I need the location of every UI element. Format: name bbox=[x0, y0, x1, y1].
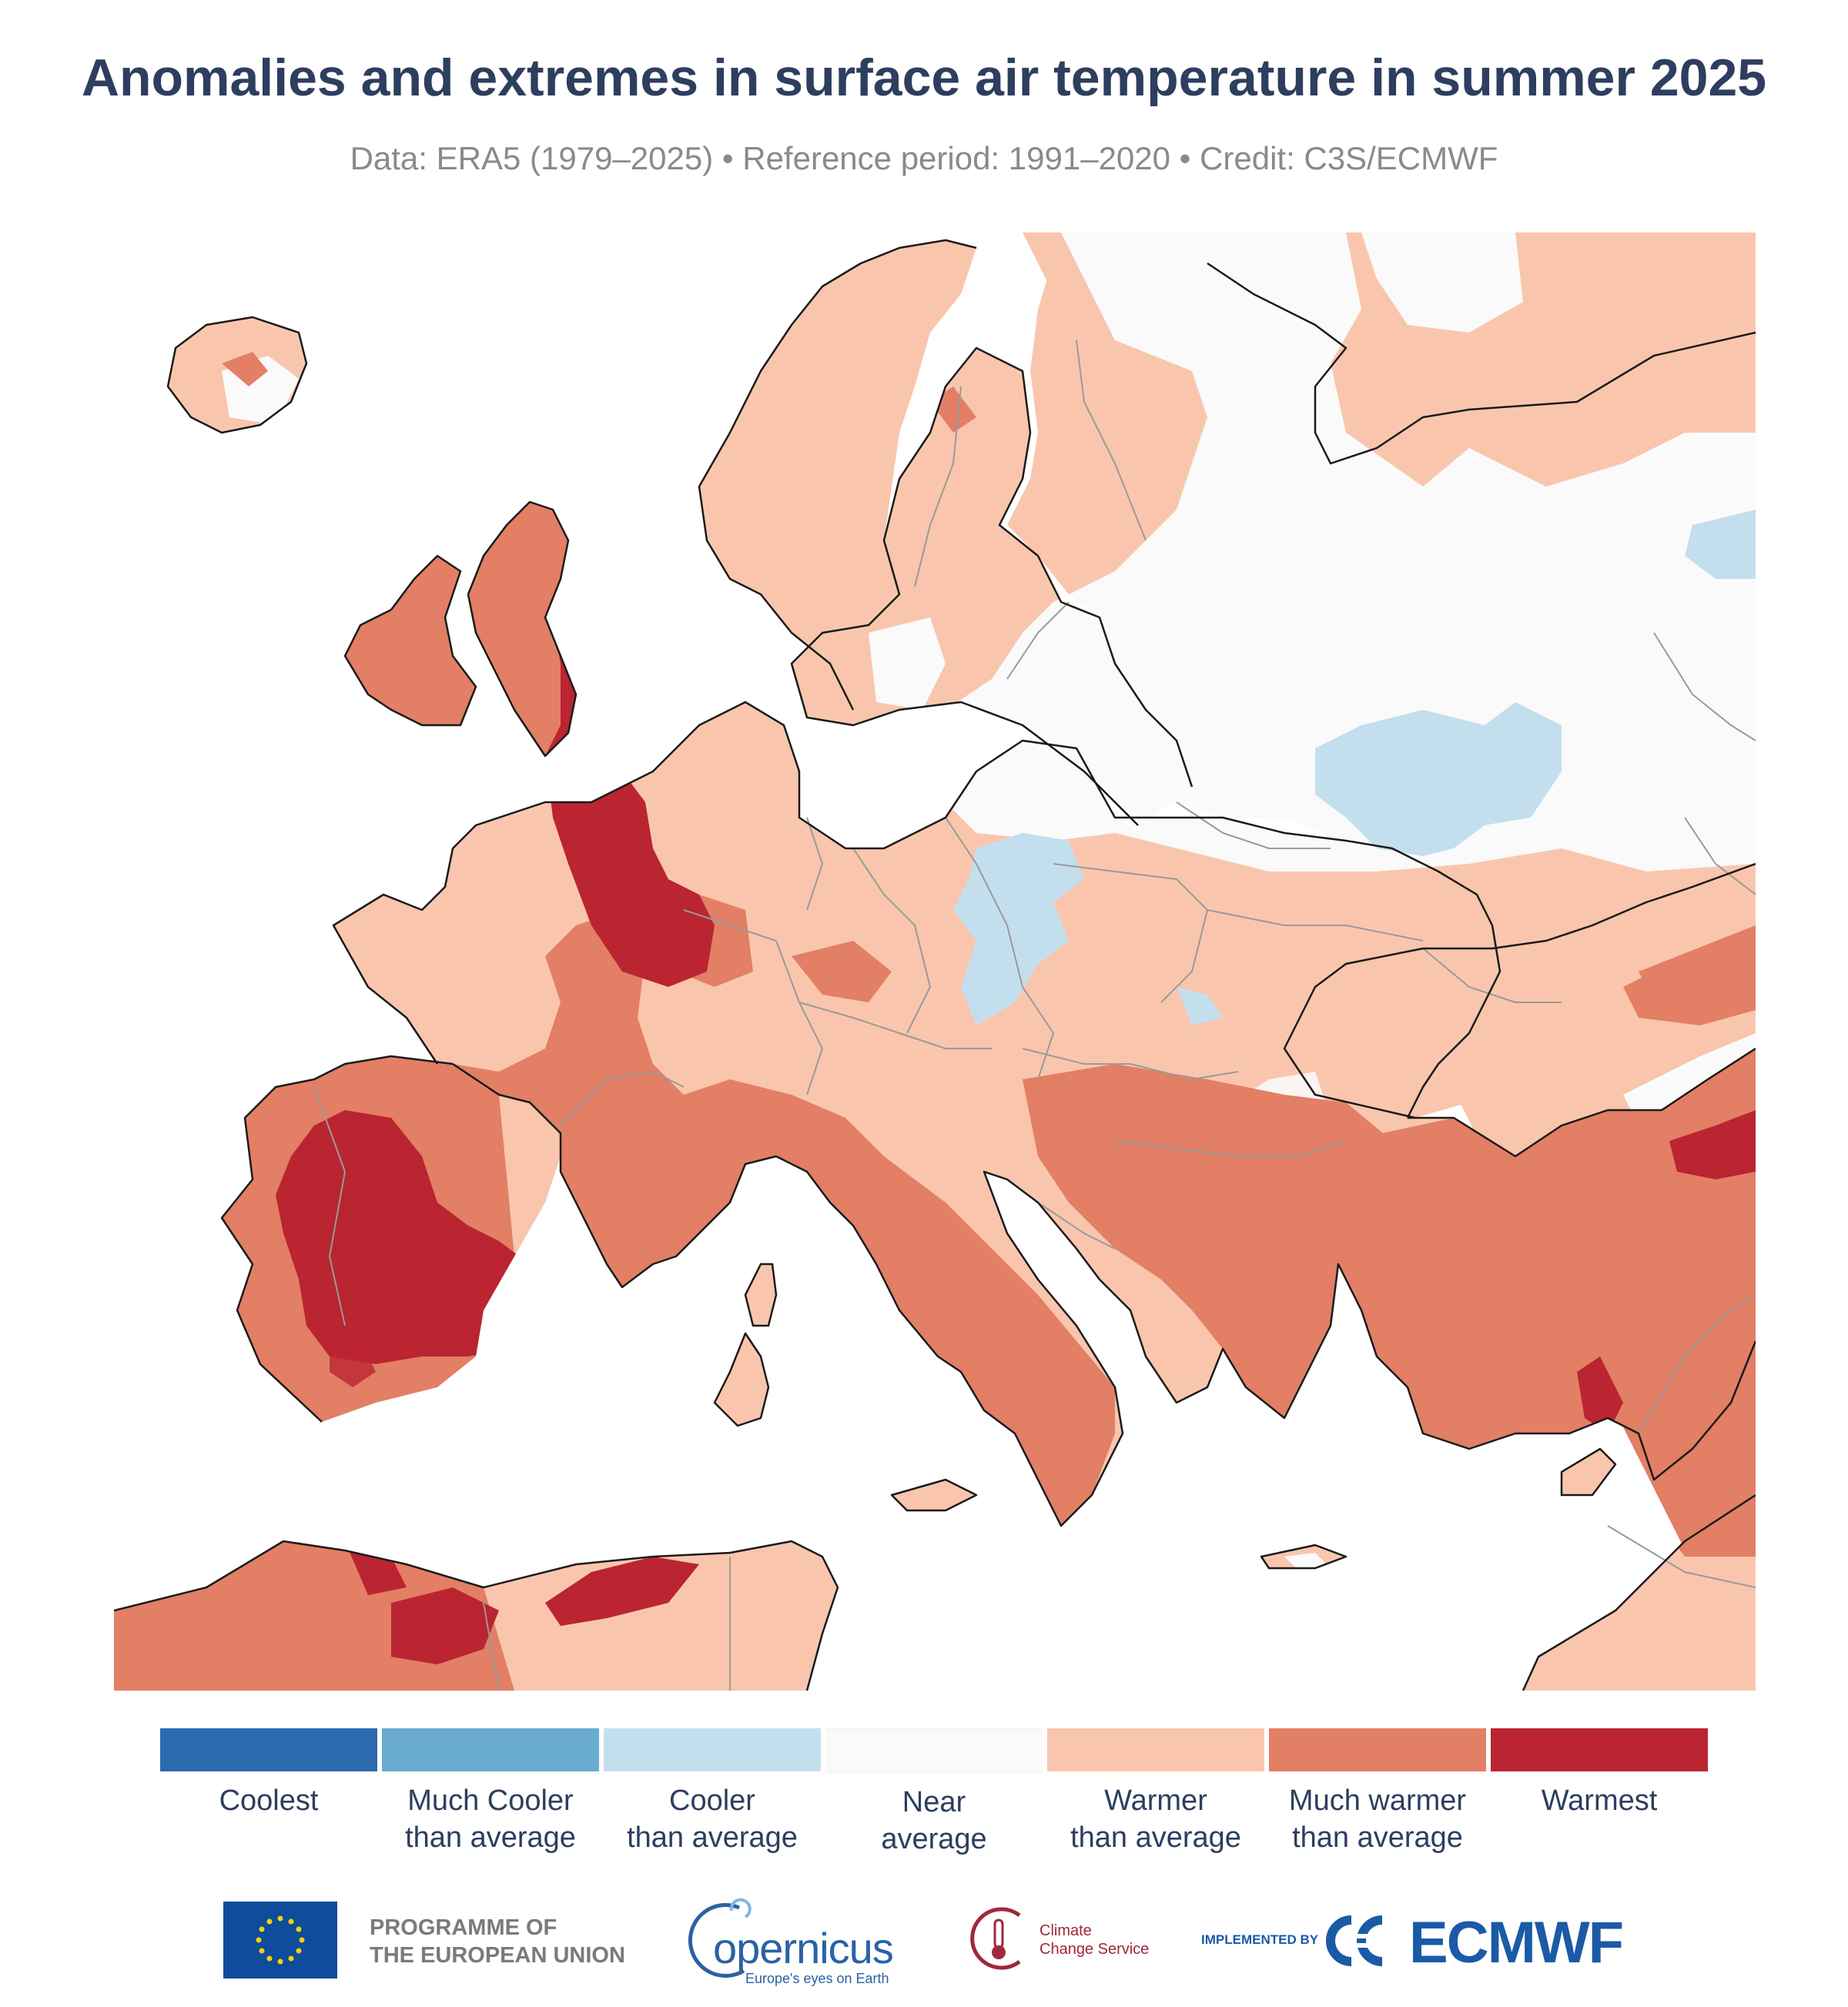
legend-item: Warmest bbox=[1491, 1728, 1708, 1858]
anomaly-fill bbox=[114, 232, 1756, 1691]
legend-swatch bbox=[1269, 1728, 1486, 1771]
eu-stars-icon bbox=[256, 1915, 305, 1965]
chart-subtitle: Data: ERA5 (1979–2025) • Reference perio… bbox=[350, 140, 1498, 176]
c3s-logo: Climate Change Service bbox=[962, 1898, 1163, 1983]
logo-strip: PROGRAMME OF THE EUROPEAN UNION opernicu… bbox=[0, 1894, 1848, 1994]
legend-swatch bbox=[1491, 1728, 1708, 1771]
legend-item: Much Cooler than average bbox=[382, 1728, 599, 1858]
legend-label: Much warmer than average bbox=[1288, 1785, 1467, 1854]
legend: Coolest Much Cooler than average Cooler th… bbox=[160, 1728, 1709, 1858]
legend-swatch bbox=[160, 1728, 377, 1771]
legend-label: Coolest bbox=[219, 1785, 319, 1817]
legend-item: Near average bbox=[825, 1728, 1043, 1858]
copernicus-logo: opernicus Europe's eyes on Earth bbox=[685, 1894, 909, 1986]
coastlines bbox=[114, 239, 1756, 1691]
legend-label: Much Cooler than average bbox=[405, 1785, 576, 1854]
legend-swatch bbox=[1047, 1728, 1264, 1771]
chart-title: Anomalies and extremes in surface air te… bbox=[81, 49, 1767, 107]
legend-label: Near average bbox=[881, 1786, 987, 1855]
eu-flag-icon bbox=[223, 1902, 337, 1979]
copernicus-wordmark: opernicus bbox=[713, 1924, 894, 1972]
legend-item: Much warmer than average bbox=[1269, 1728, 1486, 1858]
copernicus-tagline: Europe's eyes on Earth bbox=[745, 1971, 889, 1986]
implemented-by-text: IMPLEMENTED BY bbox=[1201, 1932, 1319, 1947]
legend-swatch bbox=[825, 1728, 1043, 1773]
legend-item: Warmer than average bbox=[1047, 1728, 1264, 1858]
eu-programme-text: PROGRAMME OF THE EUROPEAN UNION bbox=[370, 1915, 625, 1968]
legend-label: Warmer than average bbox=[1070, 1785, 1241, 1854]
legend-swatch bbox=[604, 1728, 821, 1771]
ecmwf-wordmark: ECMWF bbox=[1409, 1910, 1624, 1975]
legend-swatch bbox=[382, 1728, 599, 1771]
c3s-text: Climate Change Service bbox=[1040, 1922, 1150, 1958]
copernicus-c-icon bbox=[688, 1898, 752, 1978]
legend-label: Cooler than average bbox=[627, 1785, 798, 1854]
legend-label: Warmest bbox=[1541, 1785, 1658, 1817]
map-svg bbox=[114, 232, 1756, 1691]
legend-item: Coolest bbox=[160, 1728, 377, 1858]
legend-item: Cooler than average bbox=[604, 1728, 821, 1858]
thermometer-icon bbox=[970, 1907, 1021, 1970]
country-borders bbox=[313, 340, 1756, 1691]
europe-temperature-anomaly-map bbox=[114, 232, 1756, 1691]
ecmwf-symbol-icon bbox=[1326, 1915, 1398, 1966]
